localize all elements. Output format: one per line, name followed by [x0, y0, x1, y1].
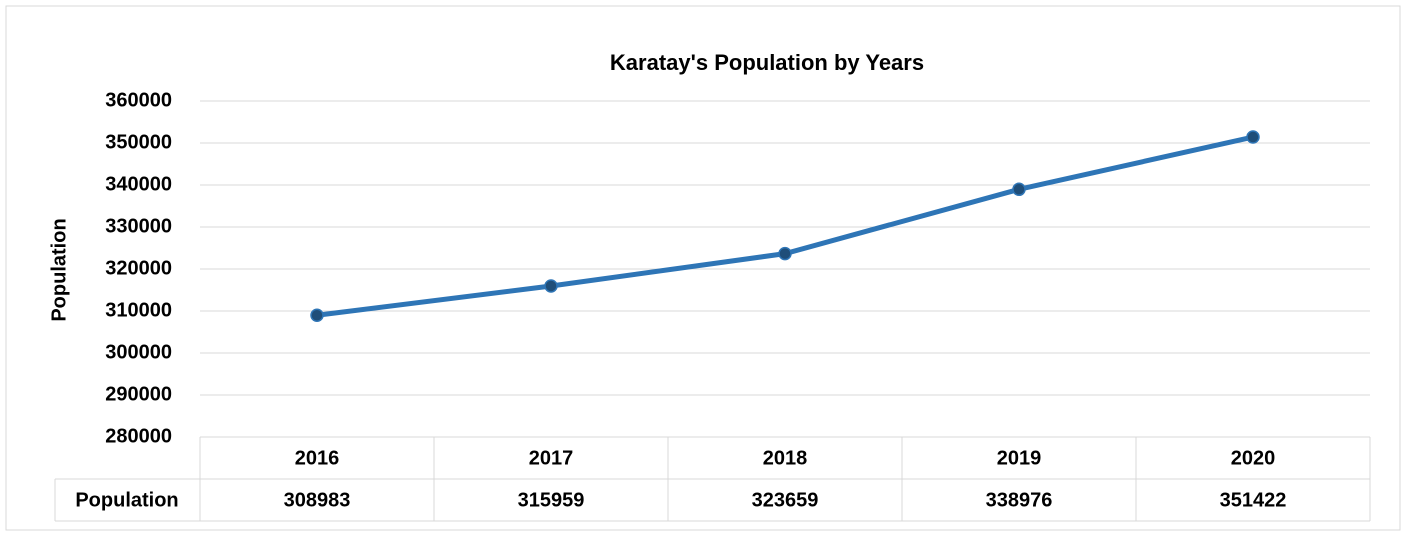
y-tick-label: 320000 — [105, 257, 172, 279]
y-tick-label: 330000 — [105, 215, 172, 237]
table-row-label: Population — [75, 489, 178, 511]
y-tick-label: 360000 — [105, 89, 172, 111]
marker — [778, 246, 792, 261]
x-tick-label: 2019 — [997, 447, 1042, 469]
table-value: 338976 — [986, 489, 1053, 511]
y-tick-label: 290000 — [105, 383, 172, 405]
chart-border — [5, 5, 1401, 531]
marker — [1246, 130, 1260, 144]
x-tick-label: 2016 — [295, 447, 340, 469]
x-tick-label: 2020 — [1231, 447, 1276, 469]
y-tick-label: 350000 — [105, 131, 172, 153]
y-tick-label: 280000 — [105, 425, 172, 447]
table-value: 323659 — [752, 489, 819, 511]
x-tick-label: 2017 — [529, 447, 574, 469]
table-value: 308983 — [284, 489, 351, 511]
marker — [544, 279, 558, 293]
table-value: 315959 — [518, 489, 585, 511]
x-tick-label: 2018 — [763, 447, 808, 469]
marker — [1012, 182, 1026, 197]
table-value: 351422 — [1220, 489, 1287, 511]
marker — [310, 308, 324, 323]
y-axis-label: Population — [48, 218, 70, 321]
y-tick-label: 300000 — [105, 341, 172, 363]
chart-title: Karatay's Population by Years — [610, 50, 924, 75]
y-tick-label: 340000 — [105, 173, 172, 195]
y-tick-label: 310000 — [105, 299, 172, 321]
